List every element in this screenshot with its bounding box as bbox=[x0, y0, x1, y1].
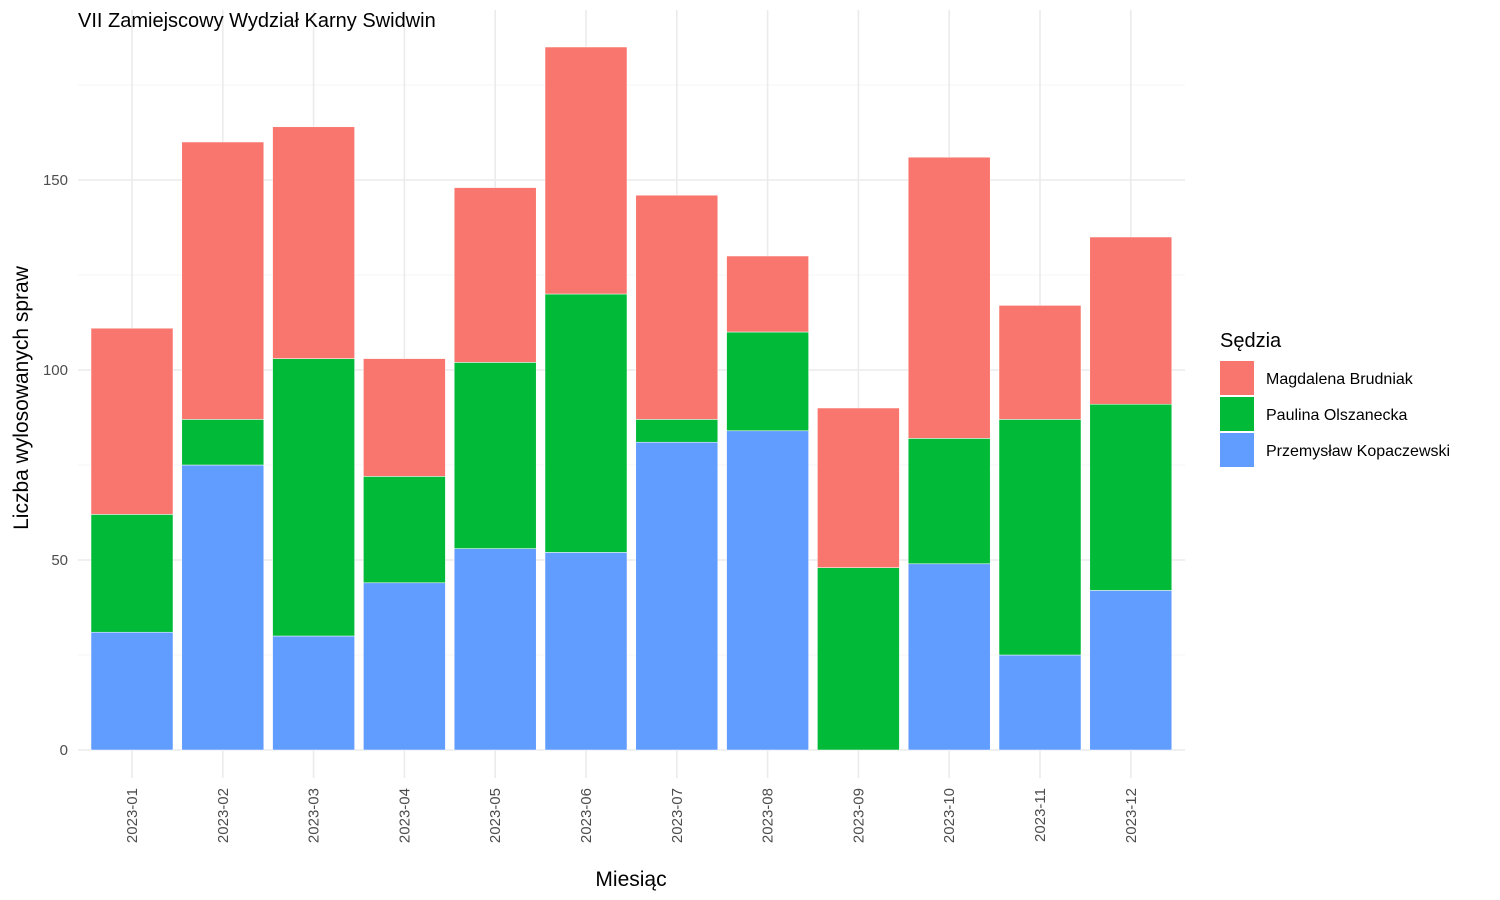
bar-segment bbox=[1089, 590, 1173, 751]
x-tick-label: 2023-08 bbox=[760, 788, 777, 843]
bar-segment bbox=[544, 293, 628, 553]
x-tick-label: 2023-03 bbox=[306, 788, 323, 843]
x-tick-label: 2023-05 bbox=[487, 788, 504, 843]
bar-segment bbox=[453, 548, 537, 751]
legend: Sędzia Magdalena Brudniak Paulina Olszane… bbox=[1220, 330, 1450, 467]
legend-key bbox=[1220, 397, 1254, 431]
chart-title: VII Zamiejscowy Wydział Karny Swidwin bbox=[78, 10, 436, 32]
y-tick-label: 50 bbox=[51, 552, 68, 569]
y-tick-label: 100 bbox=[43, 362, 68, 379]
x-axis-title: Miesiąc bbox=[595, 868, 666, 891]
x-tick-label: 2023-12 bbox=[1123, 788, 1140, 843]
y-axis-title: Liczba wylosowanych spraw bbox=[10, 265, 33, 530]
bar-segment bbox=[1089, 236, 1173, 405]
bar-segment bbox=[453, 187, 537, 363]
legend-title: Sędzia bbox=[1220, 330, 1282, 352]
bar-segment bbox=[363, 582, 446, 751]
x-tick-label: 2023-10 bbox=[941, 788, 958, 843]
y-axis-ticks: 0 50 100 150 bbox=[43, 172, 68, 759]
bar-segment bbox=[181, 419, 265, 466]
legend-key bbox=[1220, 361, 1254, 395]
bars bbox=[90, 46, 1173, 751]
bar-segment bbox=[544, 46, 628, 295]
bar-segment bbox=[726, 331, 809, 432]
bar-segment bbox=[181, 141, 265, 420]
bar-segment bbox=[907, 156, 991, 439]
bar-segment bbox=[181, 464, 265, 751]
x-tick-label: 2023-09 bbox=[850, 788, 867, 843]
bar-segment bbox=[90, 327, 174, 515]
bar-segment bbox=[726, 255, 809, 333]
bar-segment bbox=[907, 438, 991, 565]
bar-segment bbox=[90, 631, 174, 751]
bar-segment bbox=[635, 194, 719, 420]
bar-segment bbox=[998, 305, 1082, 420]
bar-segment bbox=[1089, 403, 1173, 591]
bar-segment bbox=[363, 358, 446, 477]
legend-key bbox=[1220, 433, 1254, 467]
bar-segment bbox=[272, 358, 355, 637]
x-tick-label: 2023-07 bbox=[669, 788, 686, 843]
bar-segment bbox=[635, 441, 719, 751]
y-tick-label: 0 bbox=[60, 742, 68, 759]
bar-segment bbox=[363, 476, 446, 584]
x-axis-ticks: 2023-01 2023-02 2023-03 2023-04 2023-05 2023-… bbox=[124, 788, 1140, 843]
legend-label: Paulina Olszanecka bbox=[1266, 407, 1408, 424]
bar-segment bbox=[998, 654, 1082, 751]
x-tick-label: 2023-01 bbox=[124, 788, 141, 843]
x-tick-label: 2023-11 bbox=[1032, 788, 1049, 842]
x-tick-label: 2023-06 bbox=[578, 788, 595, 843]
bar-segment bbox=[90, 514, 174, 633]
bar-segment bbox=[544, 552, 628, 751]
x-tick-label: 2023-04 bbox=[396, 788, 413, 843]
bar-segment bbox=[907, 563, 991, 751]
bar-segment bbox=[998, 419, 1082, 656]
bar-segment bbox=[453, 362, 537, 549]
legend-label: Magdalena Brudniak bbox=[1266, 371, 1414, 388]
bar-segment bbox=[817, 567, 900, 751]
bar-segment bbox=[635, 419, 719, 443]
bar-segment bbox=[272, 635, 355, 751]
legend-label: Przemysław Kopaczewski bbox=[1266, 443, 1450, 460]
bar-segment bbox=[817, 407, 900, 568]
bar-segment bbox=[726, 430, 809, 751]
x-tick-label: 2023-02 bbox=[215, 788, 232, 843]
y-tick-label: 150 bbox=[43, 172, 68, 189]
bar-segment bbox=[272, 126, 355, 359]
